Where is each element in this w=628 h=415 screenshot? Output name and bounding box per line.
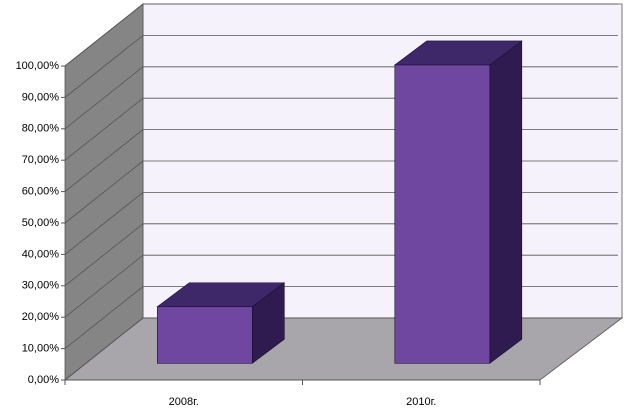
x-tick-label: 2008г.	[169, 396, 199, 408]
y-tick-label: 80,00%	[22, 123, 60, 135]
y-tick-label: 60,00%	[22, 186, 60, 198]
y-tick-label: 70,00%	[22, 154, 60, 166]
bar	[157, 306, 253, 364]
grid-line	[64, 192, 144, 255]
y-tick-label: 0,00%	[28, 374, 59, 386]
grid-line	[64, 317, 144, 381]
y-tick-label: 100,00%	[16, 60, 60, 72]
y-tick-label: 30,00%	[22, 280, 60, 292]
grid-line	[64, 129, 144, 192]
y-tick-label: 50,00%	[22, 217, 60, 229]
grid-line	[64, 160, 144, 224]
bar-side	[489, 40, 523, 364]
y-tick-label: 20,00%	[22, 311, 60, 323]
bar	[394, 64, 491, 364]
grid-line	[64, 35, 144, 98]
x-tick-label: 2010г.	[406, 396, 436, 408]
grid-line	[64, 286, 144, 349]
grid-line	[64, 97, 144, 161]
grid-line	[64, 3, 144, 67]
y-tick-label: 10,00%	[22, 343, 60, 355]
floor	[63, 317, 624, 381]
y-tick-label: 90,00%	[22, 91, 60, 103]
y-tick-label: 40,00%	[22, 248, 60, 260]
grid-line	[64, 254, 144, 318]
grid-line	[64, 223, 144, 287]
grid-line	[64, 66, 144, 130]
